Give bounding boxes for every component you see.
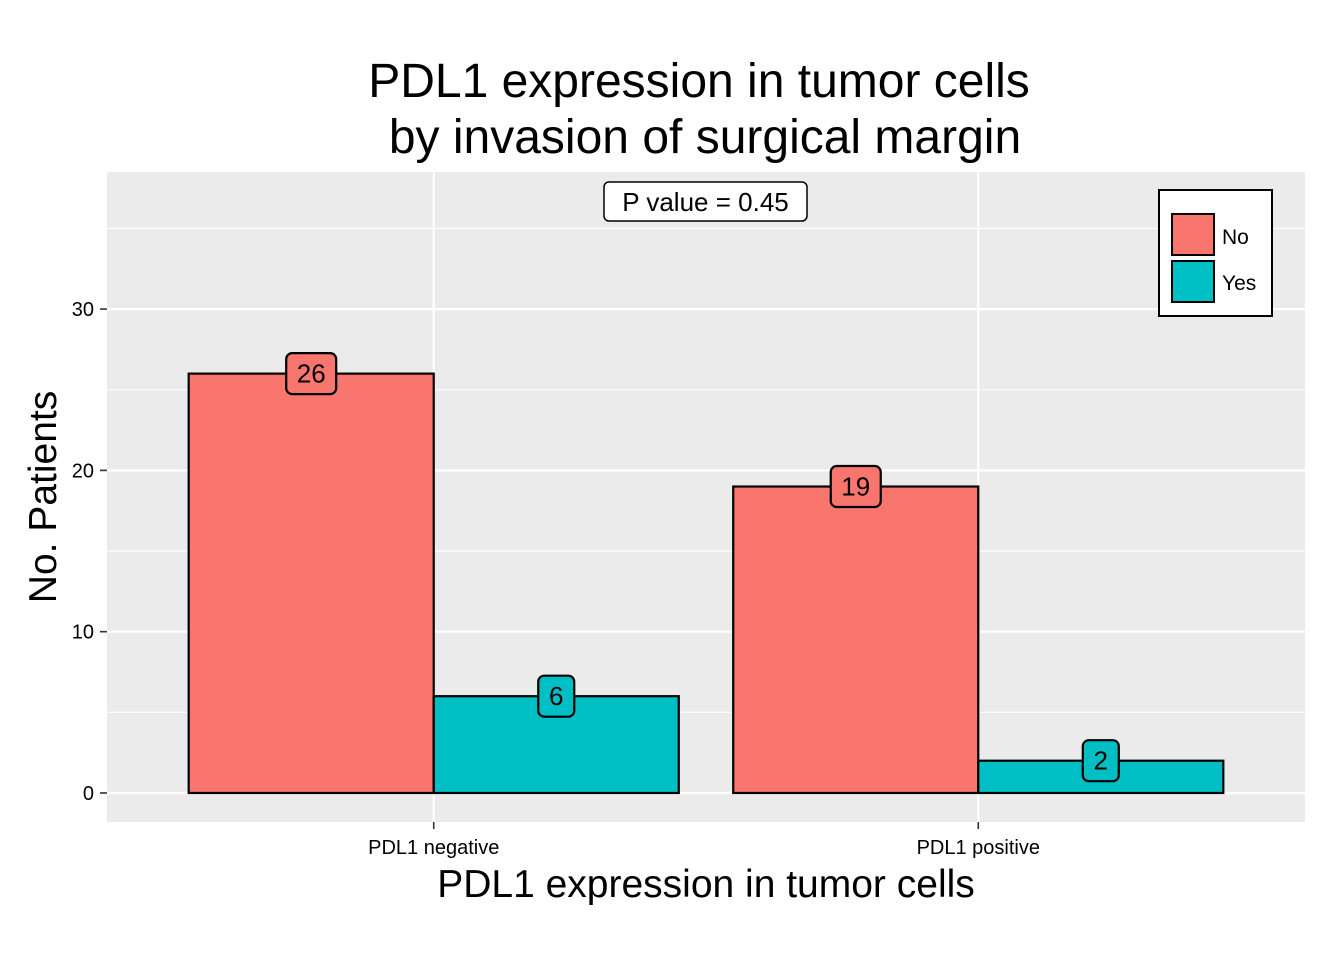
- x-tick-label: PDL1 positive: [917, 837, 1040, 859]
- bar-no-2: [732, 485, 980, 795]
- y-tick-label: 10: [72, 622, 94, 644]
- legend-label-no: No: [1222, 226, 1249, 249]
- bar-value-label: 26: [297, 359, 326, 389]
- y-axis-title: No. Patients: [22, 391, 65, 603]
- y-axis: 0 10 20 30: [72, 299, 107, 805]
- p-value-box: [603, 181, 808, 222]
- bar-value-label: 6: [549, 681, 563, 711]
- legend-label-yes: Yes: [1222, 272, 1256, 295]
- legend-key-no: [1171, 213, 1215, 256]
- p-value-annotation: P value = 0.45: [603, 181, 808, 222]
- x-axis: PDL1 negative PDL1 positive: [368, 822, 1040, 859]
- p-value-text: P value = 0.45: [622, 187, 789, 217]
- bar-no-1: [187, 372, 435, 795]
- chart-title: PDL1 expression in tumor cells: [368, 55, 1030, 108]
- legend: No Yes: [1158, 189, 1273, 317]
- legend-key-yes: [1171, 260, 1215, 303]
- chart-subtitle: by invasion of surgical margin: [389, 111, 1021, 164]
- bar-label-box: [829, 464, 882, 509]
- bar-label-box: [1081, 739, 1120, 783]
- bar-label-box: [537, 674, 576, 718]
- y-tick-label: 20: [72, 460, 94, 482]
- bar-value-label: 19: [841, 472, 870, 502]
- y-tick-label: 0: [83, 783, 94, 805]
- y-tick-label: 30: [72, 299, 94, 321]
- x-tick-label: PDL1 negative: [368, 837, 499, 859]
- bar-value-label: 2: [1094, 746, 1108, 776]
- x-axis-title: PDL1 expression in tumor cells: [437, 863, 975, 906]
- bar-labels: 26 19 6 2: [285, 352, 1120, 783]
- bar-label-box: [285, 352, 338, 396]
